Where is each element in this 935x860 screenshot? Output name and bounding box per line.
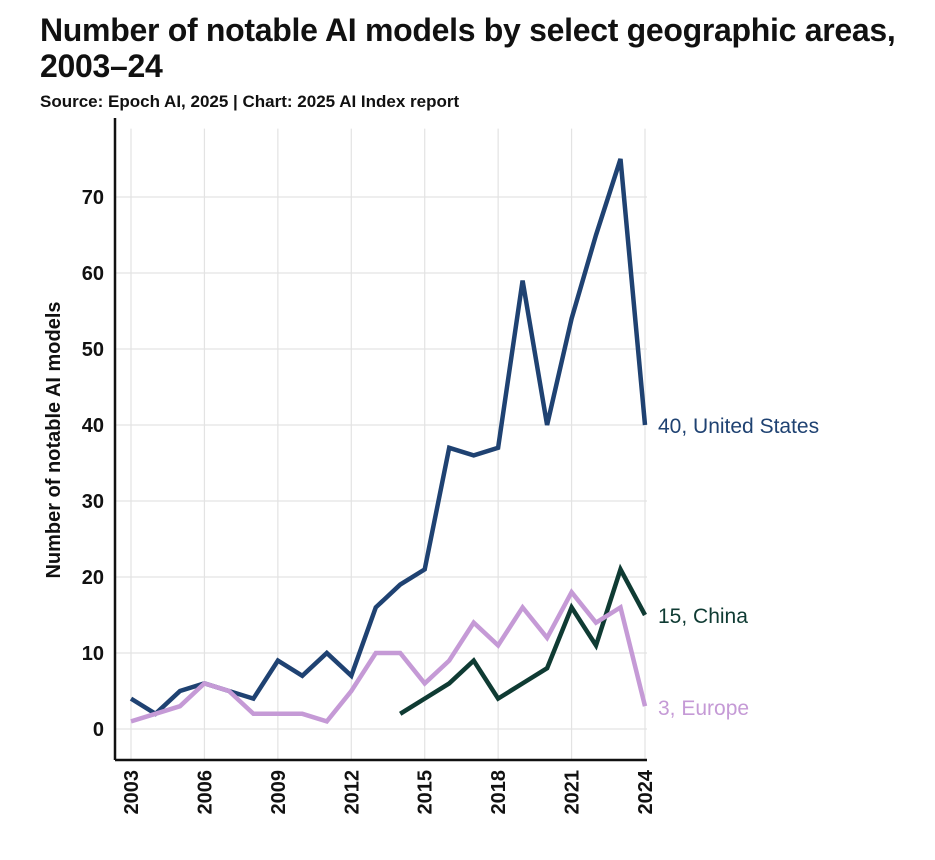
series-line-united-states: [129, 158, 648, 717]
y-tick-label: 20: [82, 567, 104, 589]
series-layer: [129, 158, 648, 725]
y-tick-label: 40: [82, 415, 104, 437]
x-tick-label: 2015: [415, 770, 437, 815]
y-tick-label: 30: [82, 491, 104, 513]
series-line-china: [399, 563, 647, 716]
axes: [113, 118, 647, 762]
x-tick-label: 2003: [121, 770, 143, 815]
x-tick-label: 2012: [341, 770, 363, 815]
tick-labels: 0 10 20 30 40 50 60 70 2003 2006 2009 2012 2015 2018 2…: [82, 187, 657, 815]
x-tick-label: 2021: [562, 770, 584, 815]
y-tick-label: 50: [82, 339, 104, 361]
x-tick-label: 2006: [194, 770, 216, 815]
y-tick-label: 60: [82, 263, 104, 285]
y-tick-label: 70: [82, 187, 104, 209]
grid: [115, 128, 647, 760]
x-tick-label: 2009: [268, 770, 290, 815]
end-labels: 40, United States 15, China 3, Europe: [658, 415, 819, 720]
end-label-united-states: 40, United States: [658, 415, 819, 438]
y-axis-label: Number of notable AI models: [43, 301, 65, 578]
x-tick-label: 2018: [488, 770, 510, 815]
y-tick-label: 10: [82, 643, 104, 665]
end-label-europe: 3, Europe: [658, 697, 749, 720]
y-tick-label: 0: [93, 719, 104, 741]
series-line-europe: [130, 588, 648, 725]
x-tick-label: 2024: [635, 769, 657, 814]
chart-subtitle: Source: Epoch AI, 2025 | Chart: 2025 AI …: [40, 92, 460, 111]
end-label-china: 15, China: [658, 605, 748, 628]
chart-title: Number of notable AI models by select ge…: [40, 12, 896, 84]
